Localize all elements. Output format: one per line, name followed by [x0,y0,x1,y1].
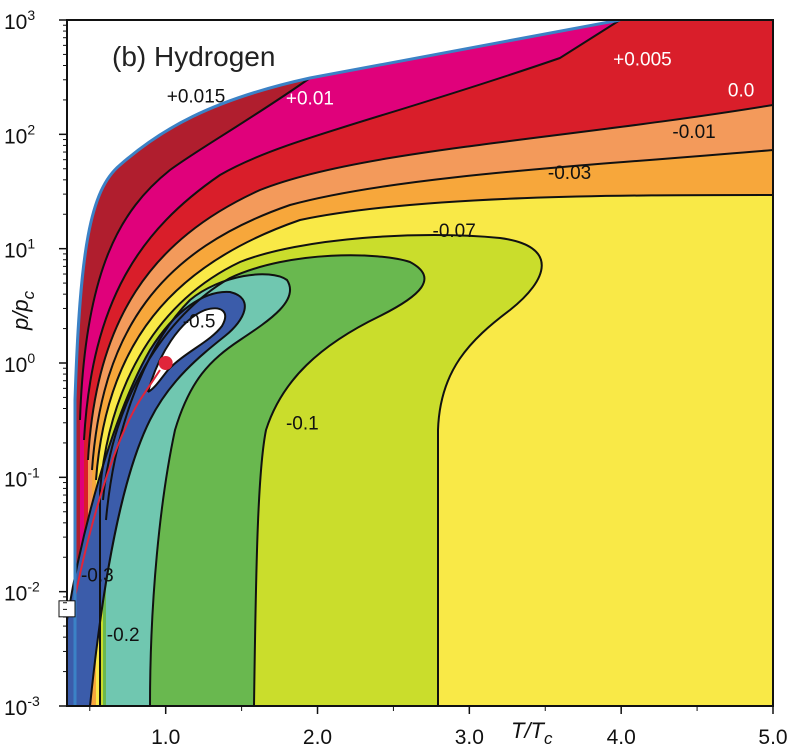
x-tick-label: 1.0 [151,726,180,749]
outer-boundary-line [73,20,621,706]
x-tick-label: 2.0 [303,726,332,749]
contour-label: -0.03 [548,163,591,184]
y-tick-label: 10-3 [4,693,40,720]
contour-labels: +0.015 +0.01 +0.005 0.0 -0.01 -0.03 -0.07 -0.5 -… [81,50,754,646]
y-tick-label: 102 [4,121,35,148]
x-axis-title: T/Tc [511,718,553,748]
y-tick-label: 101 [4,236,35,263]
y-tick-label: 103 [4,7,35,34]
y-tick-label: 10-2 [4,579,40,606]
contour-line [99,234,543,706]
x-tick-label: 5.0 [758,726,787,749]
contour-line [91,149,773,471]
x-axis-ticks: 1.0 2.0 3.0 4.0 5.0 [89,706,788,749]
y-axis-label-sub: c [19,290,38,299]
contour-label: -0.01 [672,122,715,143]
contour-lines [67,20,773,706]
contour-line [83,20,621,441]
x-axis-label-sub: c [544,729,553,748]
y-tick-label: 100 [4,350,35,377]
contour-label: +0.01 [286,89,334,110]
contour-label: -0.5 [183,312,216,333]
critical-point-marker [158,356,173,370]
contour-line [87,104,773,461]
y-axis-label: p/p [8,299,33,331]
chart-title: (b) Hydrogen [112,41,275,72]
contour-label: 0.0 [728,81,754,102]
contour-label: -0.1 [286,413,319,434]
region-minus-0.5 [148,308,226,392]
x-axis-label: T/T [511,718,546,743]
contour-line [67,290,246,706]
contour-line [79,77,311,421]
y-tick-label: 10-1 [4,464,40,491]
contour-label: +0.005 [613,50,672,71]
contour-line [95,194,773,481]
contour-label: -0.2 [107,625,140,646]
contour-line [147,307,227,393]
contour-label: +0.015 [167,86,226,107]
contour-label: -0.3 [81,565,114,586]
contour-line [105,273,291,706]
x-tick-label: 3.0 [455,726,484,749]
x-tick-label: 4.0 [607,726,636,749]
contour-line [102,254,426,706]
contour-regions [67,20,773,706]
contour-label: -0.07 [433,221,476,242]
saturation-line [71,369,161,613]
y-axis-ticks: 10-3 10-2 10-1 100 101 102 103 [4,7,67,720]
y-axis-title: p/pc [8,290,38,331]
